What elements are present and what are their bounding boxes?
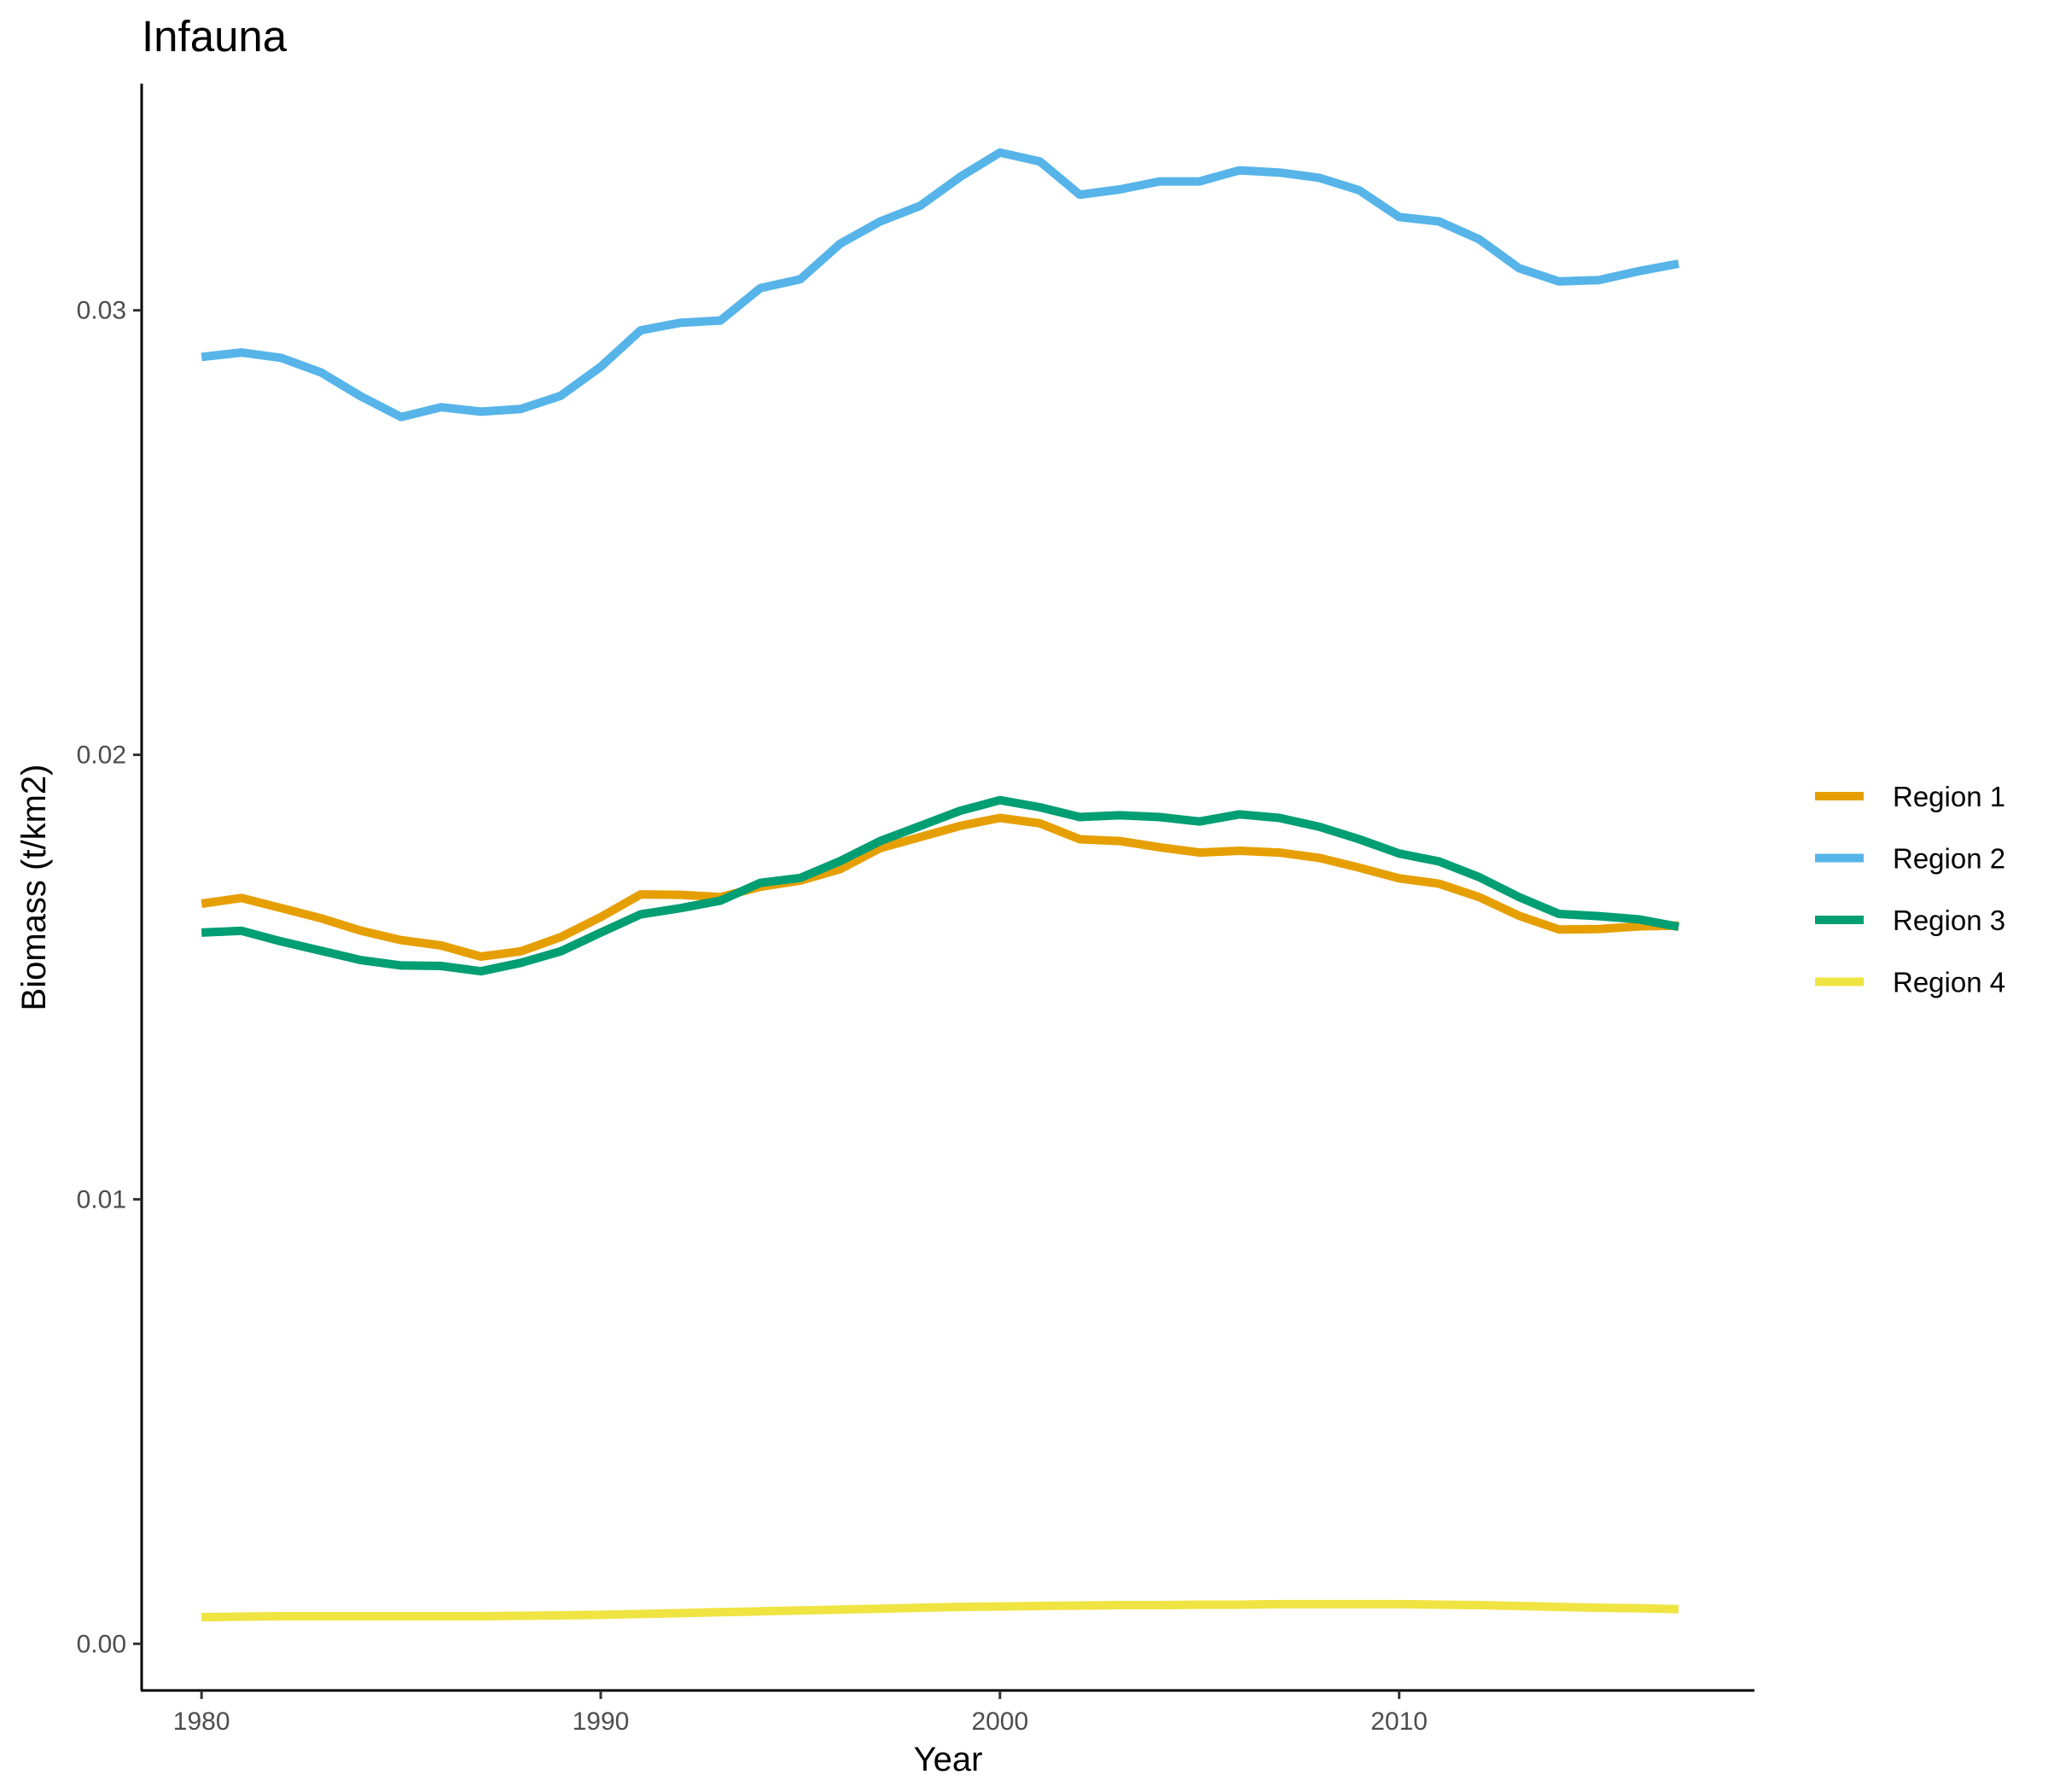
x-tick-label: 1980 — [173, 1708, 230, 1736]
series-line-region-4 — [201, 1599, 1679, 1622]
y-axis-title: Biomass (t/km2) — [15, 765, 53, 1011]
series-line-region-1 — [201, 813, 1679, 961]
y-tick-label: 0.01 — [77, 1185, 126, 1213]
series-line-region-3 — [201, 795, 1680, 976]
legend-label-region-4: Region 4 — [1893, 967, 2005, 998]
series-line-region-2 — [201, 148, 1680, 422]
y-tick-label: 0.00 — [77, 1630, 126, 1658]
legend-label-region-3: Region 3 — [1893, 905, 2005, 936]
x-tick-label: 2000 — [971, 1708, 1028, 1736]
x-tick-label: 2010 — [1370, 1708, 1428, 1736]
y-tick-label: 0.02 — [77, 742, 126, 770]
legend: Region 1 Region 2 Region 3 Region 4 — [1815, 781, 2005, 998]
chart-title: Infauna — [142, 12, 288, 61]
x-axis-title: Year — [914, 1741, 983, 1778]
legend-label-region-1: Region 1 — [1893, 781, 2005, 812]
plot-series — [201, 148, 1680, 1622]
y-tick-label: 0.03 — [77, 297, 126, 325]
x-tick-label: 1990 — [573, 1708, 630, 1736]
legend-label-region-2: Region 2 — [1893, 843, 2005, 875]
x-axis-ticks: 1980 1990 2000 2010 — [173, 1690, 1428, 1736]
y-axis-ticks: 0.00 0.01 0.02 0.03 — [77, 297, 142, 1658]
